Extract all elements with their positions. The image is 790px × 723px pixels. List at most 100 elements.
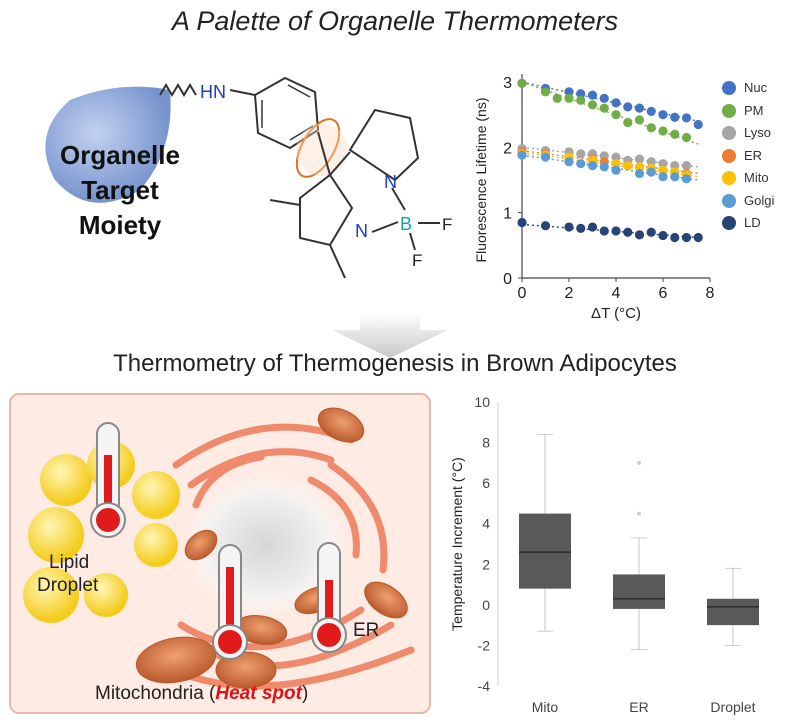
scatter-point: [658, 172, 668, 182]
scatter-point: [634, 103, 645, 113]
scatter-point: [517, 78, 527, 88]
scatter-point: [540, 221, 551, 231]
scatter-trendline: [521, 81, 699, 122]
down-arrow-icon: [332, 312, 448, 358]
box-y-tick-label: 0: [482, 597, 490, 613]
legend-marker: [722, 193, 736, 208]
boron-label: B: [400, 214, 412, 234]
box-y-tick-label: -2: [478, 637, 491, 653]
box-y-tick-label: 10: [474, 394, 490, 410]
fluorine-label-2: F: [412, 251, 422, 270]
scatter-trendline: [521, 81, 699, 145]
figure-title: A Palette of Organelle Thermometers: [171, 6, 619, 36]
scatter-point: [670, 112, 680, 122]
legend-item: PM: [722, 101, 786, 124]
probe-structure-diagram: HN N N B F F: [45, 76, 452, 279]
cell-illustration: [23, 407, 415, 690]
box-category-label: Droplet: [710, 699, 755, 715]
scatter-point: [564, 157, 574, 167]
scatter-point: [623, 161, 633, 171]
lipid-label-line-1: Lipid: [49, 552, 90, 573]
scatter-point: [623, 227, 633, 237]
scatter-point: [658, 230, 668, 241]
legend-marker: [722, 81, 736, 95]
box-y-tick-label: -4: [478, 678, 491, 694]
scatter-y-tick-label: 3: [503, 75, 512, 92]
scatter-point: [599, 226, 609, 236]
scatter-point: [670, 172, 680, 182]
scatter-point: [634, 115, 645, 125]
lipid-droplets: [23, 441, 180, 623]
box-iqr: [613, 574, 665, 609]
legend-label: Lyso: [744, 125, 771, 140]
scatter-x-tick-label: 6: [659, 285, 668, 302]
legend-marker: [722, 216, 736, 230]
scatter-point: [611, 159, 621, 169]
scatter-point: [611, 165, 621, 175]
scatter-point: [611, 226, 621, 236]
scatter-point: [681, 161, 692, 171]
box-y-axis-label: Temperature Increment (°C): [449, 457, 465, 631]
legend-item: Golgi: [722, 191, 786, 214]
scatter-point: [599, 103, 609, 113]
scatter-point: [599, 93, 609, 103]
legend-item: Nuc: [722, 78, 786, 101]
rotation-arrow: [295, 118, 341, 178]
scatter-point: [681, 132, 692, 143]
box-iqr: [519, 513, 571, 589]
scatter-point: [681, 174, 692, 184]
box-outlier: [637, 511, 641, 516]
brown-adipocyte-illustration: Lipid Droplet ER Mitochondria (Heat spot…: [9, 393, 431, 714]
n-label-lower: N: [355, 221, 368, 241]
legend-item: ER: [722, 146, 786, 169]
scatter-point: [670, 161, 680, 171]
scatter-point: [634, 168, 645, 179]
scatter-point: [517, 217, 527, 228]
target-moiety-shape: [45, 86, 171, 203]
pyrrole-ring-upper: [348, 108, 420, 182]
thermometer-lipid-icon: [90, 422, 126, 538]
scatter-point: [634, 230, 645, 240]
legend-item: Lyso: [722, 123, 786, 146]
legend-label: ER: [744, 147, 763, 163]
scatter-point: [587, 161, 598, 171]
scatter-point: [517, 150, 527, 160]
scatter-point: [564, 93, 574, 103]
scatter-point: [564, 222, 574, 232]
scatter-point: [658, 126, 668, 136]
scatter-point: [670, 232, 680, 243]
fluorine-label-1: F: [442, 215, 452, 234]
thermometer-mito-icon: [212, 544, 248, 660]
amine-label: HN: [200, 82, 226, 102]
scatter-point: [670, 129, 680, 139]
scatter-point: [611, 98, 621, 108]
scatter-legend: Nuc PM Lyso ER Mito Golgi LD: [722, 78, 786, 236]
legend-label: Mito: [744, 170, 769, 185]
legend-label: Nuc: [744, 80, 768, 95]
scatter-point: [540, 87, 551, 97]
scatter-point: [576, 89, 586, 99]
moiety-label-line-3: Moiety: [78, 210, 162, 240]
box-y-tick-label: 2: [482, 556, 490, 572]
lifetime-scatter-chart: 0 1 2 3 0 2 4 6 8 ΔT (°C) Fluorescence Lifetime (n…: [473, 74, 715, 322]
scatter-point: [693, 232, 703, 243]
scatter-y-tick-label: 0: [503, 271, 512, 288]
scatter-point: [623, 117, 633, 128]
scatter-point: [681, 113, 692, 123]
scatter-point: [646, 227, 656, 237]
scatter-y-tick-label: 1: [503, 206, 512, 223]
er-label: ER: [353, 620, 380, 641]
box-category-label: Mito: [532, 699, 559, 715]
heat-spot-label: Heat spot: [215, 683, 302, 704]
lipid-label-line-2: Droplet: [37, 575, 99, 596]
scatter-point: [552, 93, 562, 103]
scatter-y-tick-label: 2: [503, 140, 512, 157]
mito-label-prefix: Mitochondria (: [95, 683, 216, 704]
scatter-point: [576, 95, 586, 105]
scatter-point: [611, 152, 621, 162]
scatter-point: [658, 110, 668, 120]
scatter-point: [587, 90, 598, 100]
box-y-tick-label: 6: [482, 475, 490, 491]
box-category-label: ER: [629, 699, 648, 715]
